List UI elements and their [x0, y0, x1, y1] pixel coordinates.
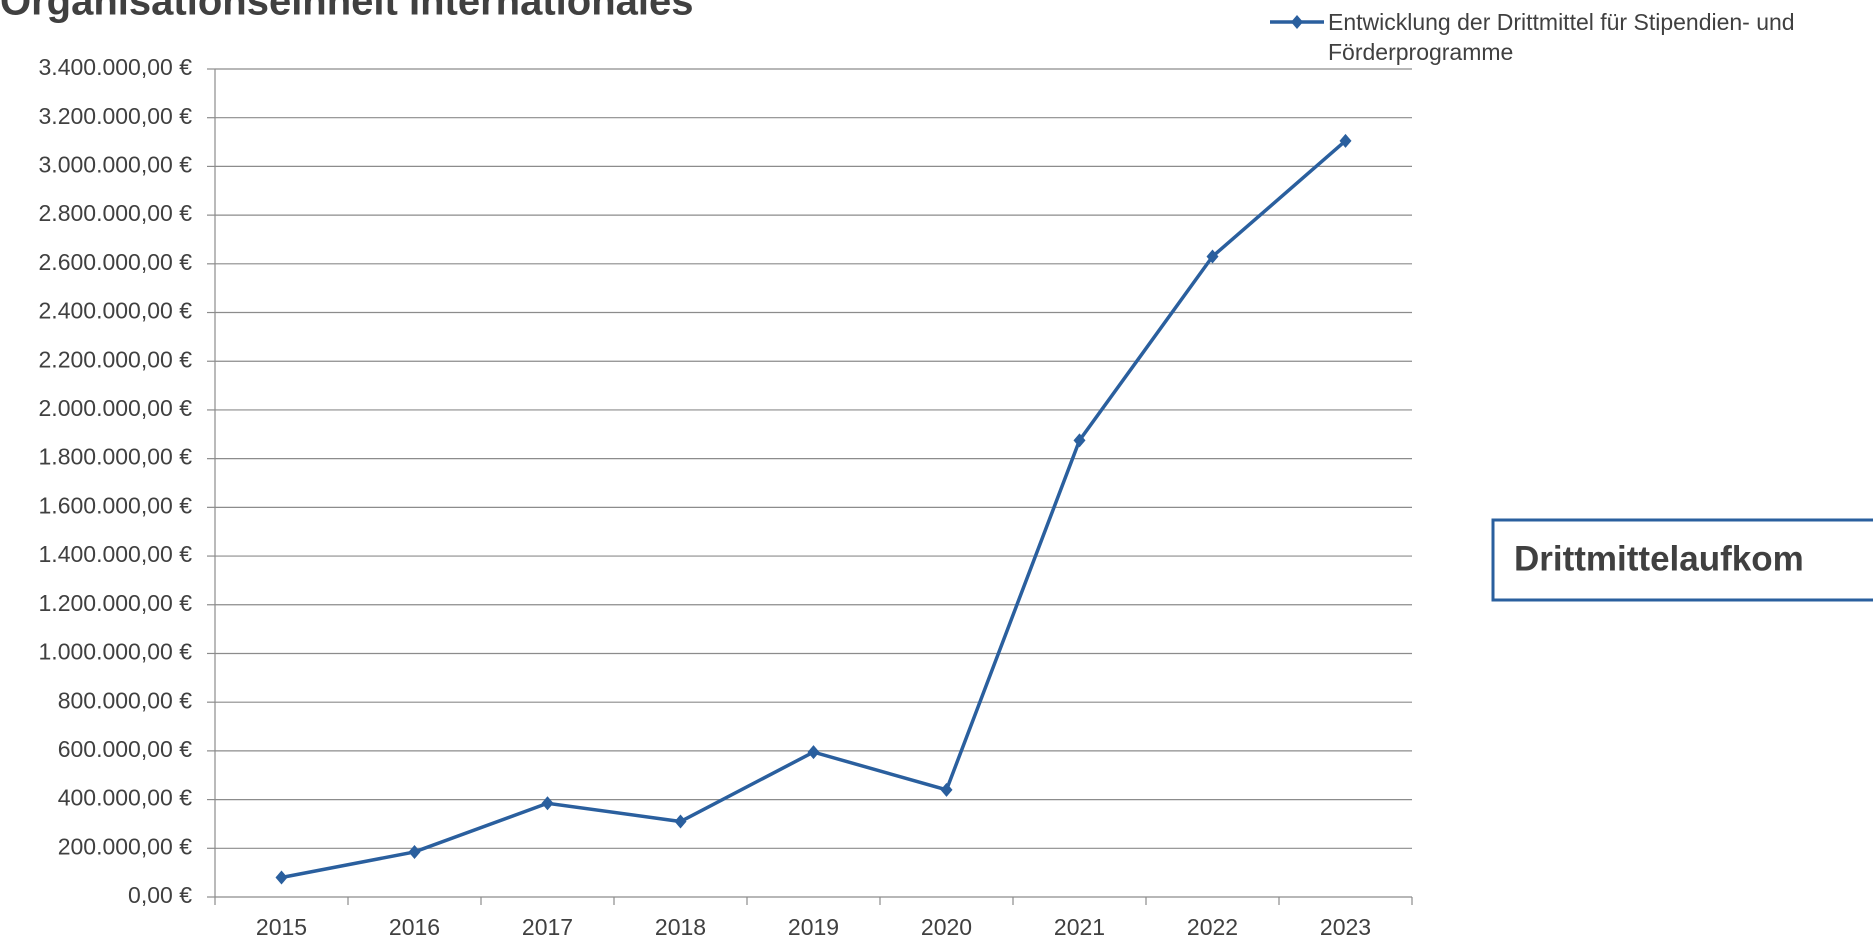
data-point	[940, 782, 953, 797]
x-tick-label: 2018	[655, 914, 706, 940]
chart-title: Organisationseinheit Internationales	[0, 0, 693, 24]
y-tick-label: 3.000.000,00 €	[39, 151, 193, 177]
y-tick-label: 1.000.000,00 €	[39, 639, 193, 665]
annotation-box	[1491, 518, 1873, 602]
y-tick-label: 1.600.000,00 €	[39, 492, 193, 518]
data-point	[1339, 133, 1352, 148]
x-tick-label: 2016	[389, 914, 440, 940]
y-tick-label: 1.800.000,00 €	[39, 444, 193, 470]
data-point	[408, 844, 421, 859]
y-tick-label: 3.200.000,00 €	[39, 103, 193, 129]
data-point	[807, 745, 820, 760]
y-tick-label: 0,00 €	[128, 882, 192, 908]
series-line	[281, 139, 1347, 880]
x-tick-label: 2022	[1187, 914, 1238, 940]
x-tick-label: 2015	[256, 914, 307, 940]
data-point	[275, 870, 288, 885]
y-tick-label: 2.600.000,00 €	[39, 249, 193, 275]
data-point	[1073, 433, 1086, 448]
y-tick-label: 3.400.000,00 €	[39, 54, 193, 80]
x-tick-label: 2021	[1054, 914, 1105, 940]
legend-marker	[1291, 15, 1303, 29]
annotation: Drittmittelaufkom	[1514, 539, 1804, 578]
y-tick-label: 2.000.000,00 €	[39, 395, 193, 421]
y-tick-label: 400.000,00 €	[58, 785, 193, 811]
y-tick-label: 2.400.000,00 €	[39, 298, 193, 324]
x-tick-label: 2020	[921, 914, 972, 940]
y-tick-label: 200.000,00 €	[58, 833, 193, 859]
y-tick-label: 1.200.000,00 €	[39, 590, 193, 616]
data-point	[541, 796, 554, 811]
y-tick-label: 2.200.000,00 €	[39, 346, 193, 372]
x-tick-label: 2023	[1320, 914, 1371, 940]
y-tick-label: 1.400.000,00 €	[39, 541, 193, 567]
y-tick-label: 800.000,00 €	[58, 687, 193, 713]
legend-label: Entwicklung der Drittmittel für Stipendi…	[1328, 9, 1795, 65]
data-point	[1206, 249, 1219, 264]
y-tick-label: 600.000,00 €	[58, 736, 193, 762]
y-tick-label: 2.800.000,00 €	[39, 200, 193, 226]
x-tick-label: 2019	[788, 914, 839, 940]
x-tick-label: 2017	[522, 914, 573, 940]
data-point	[674, 814, 687, 829]
